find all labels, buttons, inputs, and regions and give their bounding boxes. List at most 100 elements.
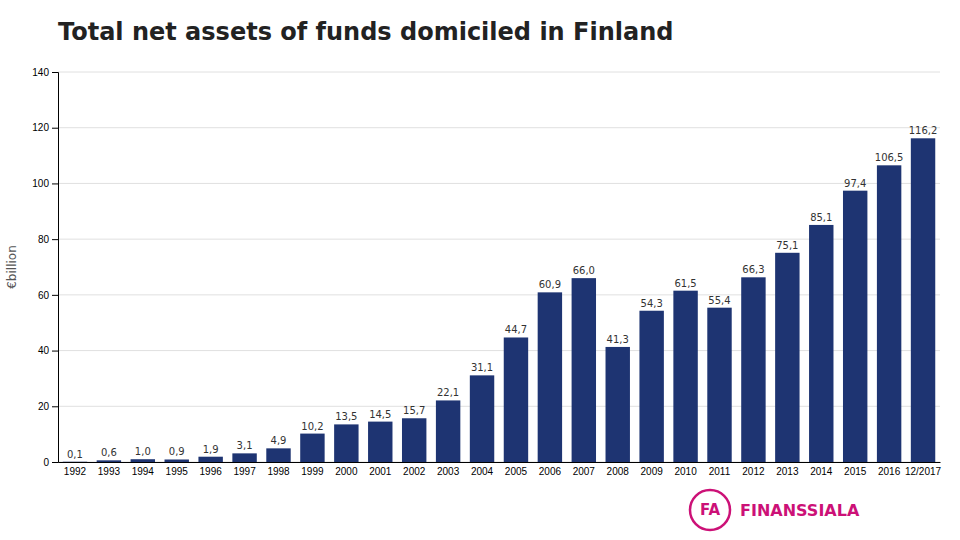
bar xyxy=(402,418,426,462)
grid-line xyxy=(58,294,940,295)
bar xyxy=(165,459,189,462)
x-tick-label: 12/2017 xyxy=(905,466,942,477)
y-tick-mark xyxy=(52,128,58,129)
x-tick-label: 2016 xyxy=(878,466,901,477)
title: Total net assets of funds domiciled in F… xyxy=(58,18,673,46)
x-tick: 2007 xyxy=(573,466,596,477)
x-tick-label: 2010 xyxy=(674,466,697,477)
y-tick: 60 xyxy=(38,290,58,301)
data-label: 4,9 xyxy=(271,435,287,446)
x-tick-label: 2002 xyxy=(403,466,426,477)
plot-area: 0,10,61,00,91,93,14,910,213,514,515,722,… xyxy=(32,67,941,477)
y-tick-mark xyxy=(52,72,58,73)
bar xyxy=(911,138,935,462)
y-tick: 40 xyxy=(38,345,58,356)
x-tick: 1995 xyxy=(166,466,189,477)
bar xyxy=(707,308,731,462)
x-tick: 2016 xyxy=(878,466,901,477)
y-tick: 100 xyxy=(32,178,58,189)
y-tick-label: 80 xyxy=(38,234,50,245)
y-tick: 140 xyxy=(32,67,58,78)
bar xyxy=(232,453,256,462)
data-label: 0,9 xyxy=(169,446,185,457)
y-tick-label: 100 xyxy=(32,178,49,189)
x-tick: 2004 xyxy=(471,466,494,477)
data-label: 31,1 xyxy=(471,362,493,373)
data-label: 66,3 xyxy=(742,264,764,275)
x-tick-label: 2004 xyxy=(471,466,494,477)
bar xyxy=(334,424,358,462)
logo-mark: FA xyxy=(700,501,721,519)
grid-line xyxy=(58,462,940,463)
x-tick-label: 1999 xyxy=(301,466,324,477)
x-tick: 1994 xyxy=(132,466,155,477)
x-tick: 1997 xyxy=(233,466,256,477)
y-tick-label: 0 xyxy=(43,457,49,468)
data-label: 14,5 xyxy=(369,409,391,420)
y-axis-title: €billion xyxy=(5,245,19,289)
x-tick-label: 1996 xyxy=(200,466,223,477)
bar xyxy=(97,460,121,462)
data-label: 44,7 xyxy=(505,324,527,335)
x-tick-label: 2015 xyxy=(844,466,867,477)
y-tick: 80 xyxy=(38,234,58,245)
x-tick: 2000 xyxy=(335,466,358,477)
y-tick-mark xyxy=(52,406,58,407)
grid-line xyxy=(58,406,940,407)
y-tick-label: 140 xyxy=(32,67,49,78)
y-axis: 020406080100120140 xyxy=(32,67,58,468)
x-tick: 2011 xyxy=(709,466,731,477)
data-label: 0,1 xyxy=(67,449,83,460)
x-tick: 2009 xyxy=(641,466,664,477)
data-label: 3,1 xyxy=(237,440,253,451)
y-tick: 120 xyxy=(32,122,58,133)
x-tick-label: 2006 xyxy=(539,466,562,477)
data-label: 15,7 xyxy=(403,405,425,416)
bar xyxy=(809,225,833,462)
bar xyxy=(504,337,528,462)
x-tick-label: 2007 xyxy=(573,466,596,477)
y-tick-label: 40 xyxy=(38,345,50,356)
data-label: 55,4 xyxy=(708,295,730,306)
x-tick-label: 2013 xyxy=(776,466,799,477)
data-label: 22,1 xyxy=(437,387,459,398)
logo-text: FINANSSIALA xyxy=(740,501,860,520)
x-tick: 12/2017 xyxy=(905,466,942,477)
x-tick: 2015 xyxy=(844,466,867,477)
data-label: 1,0 xyxy=(135,446,151,457)
x-tick-label: 2005 xyxy=(505,466,528,477)
data-label: 13,5 xyxy=(335,411,357,422)
grid-line xyxy=(58,72,940,73)
x-axis-line xyxy=(59,462,941,463)
y-tick-mark xyxy=(52,239,58,240)
x-tick-label: 2001 xyxy=(369,466,392,477)
x-tick: 1992 xyxy=(64,466,87,477)
x-tick: 2012 xyxy=(742,466,765,477)
data-label: 0,6 xyxy=(101,447,117,458)
x-tick-label: 2011 xyxy=(709,466,731,477)
grid xyxy=(58,72,940,462)
x-tick: 1999 xyxy=(301,466,324,477)
bar xyxy=(131,459,155,462)
bar xyxy=(673,291,697,462)
x-tick-label: 2008 xyxy=(607,466,630,477)
x-tick: 2002 xyxy=(403,466,426,477)
bar xyxy=(741,277,765,462)
bar xyxy=(470,375,494,462)
bar xyxy=(300,434,324,462)
x-tick-label: 2014 xyxy=(810,466,833,477)
x-tick-label: 2003 xyxy=(437,466,460,477)
x-tick: 1996 xyxy=(200,466,223,477)
x-tick: 2014 xyxy=(810,466,833,477)
x-tick: 2013 xyxy=(776,466,799,477)
bar xyxy=(843,191,867,462)
x-tick: 2003 xyxy=(437,466,460,477)
x-tick: 2006 xyxy=(539,466,562,477)
data-label: 106,5 xyxy=(875,152,904,163)
data-label: 41,3 xyxy=(607,334,629,345)
grid-line xyxy=(58,127,940,128)
bar xyxy=(63,461,87,462)
y-tick-label: 120 xyxy=(32,122,49,133)
x-tick: 2010 xyxy=(674,466,697,477)
bars xyxy=(63,138,936,462)
